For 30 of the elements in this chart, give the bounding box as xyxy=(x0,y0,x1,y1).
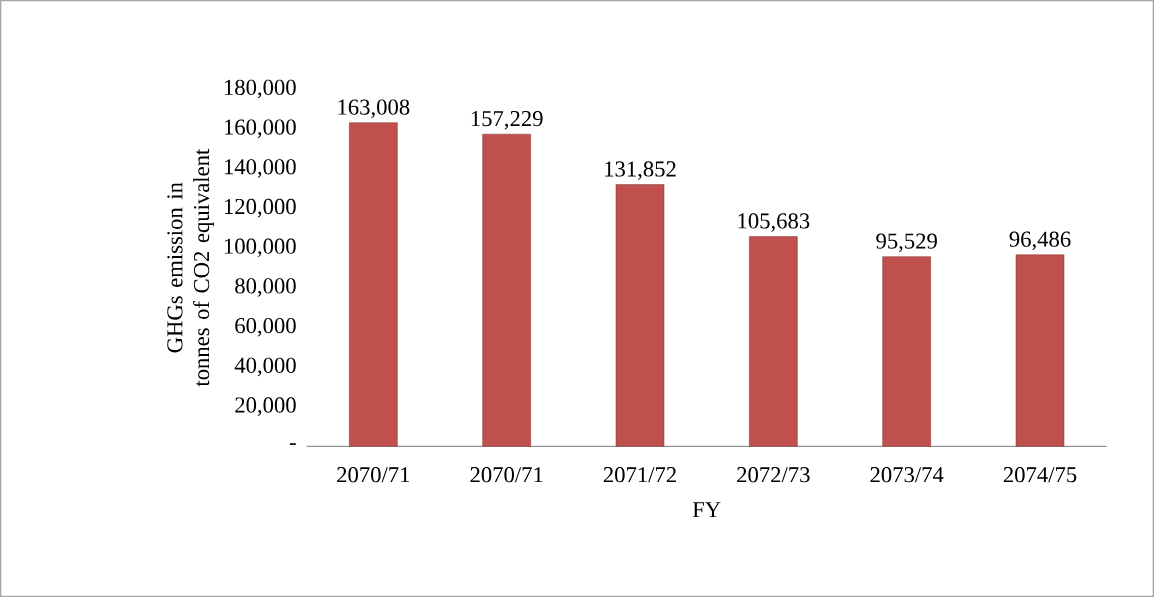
data-label: 95,529 xyxy=(876,233,937,252)
bar xyxy=(749,236,798,447)
y-tick-label: 40,000 xyxy=(234,357,296,377)
data-label: 131,852 xyxy=(605,161,676,180)
y-tick-label: 100,000 xyxy=(224,238,296,258)
x-tick-label: 2071/72 xyxy=(603,467,676,483)
bar xyxy=(882,256,931,447)
data-label: 96,486 xyxy=(1009,231,1071,251)
y-tick-label: 160,000 xyxy=(224,119,296,138)
data-label: 157,229 xyxy=(471,110,543,130)
y-tick-label: 20,000 xyxy=(235,397,296,416)
x-tick-label: 2070/71 xyxy=(337,467,410,483)
data-label: 105,683 xyxy=(738,213,810,232)
bar xyxy=(482,133,531,447)
y-tick-label: 80,000 xyxy=(235,278,296,297)
x-tick-label: 2074/75 xyxy=(1003,467,1077,483)
x-tick-label: 2072/73 xyxy=(737,467,810,483)
bar xyxy=(1015,254,1065,447)
y-axis-title: GHGs emission in tonnes of CO2 equivalent xyxy=(167,148,214,387)
y-tick-label: 120,000 xyxy=(224,198,296,218)
x-axis-title: FY xyxy=(692,502,721,517)
y-tick-label: 140,000 xyxy=(224,159,296,178)
y-tick-label: 180,000 xyxy=(224,79,296,99)
y-tick-label: - xyxy=(289,443,296,445)
data-label: 163,008 xyxy=(338,99,410,119)
y-tick-label: 60,000 xyxy=(235,317,296,337)
bar xyxy=(349,122,398,447)
bar xyxy=(615,184,665,447)
x-tick-label: 2073/74 xyxy=(870,467,944,483)
x-tick-label: 2070/71 xyxy=(470,467,543,483)
